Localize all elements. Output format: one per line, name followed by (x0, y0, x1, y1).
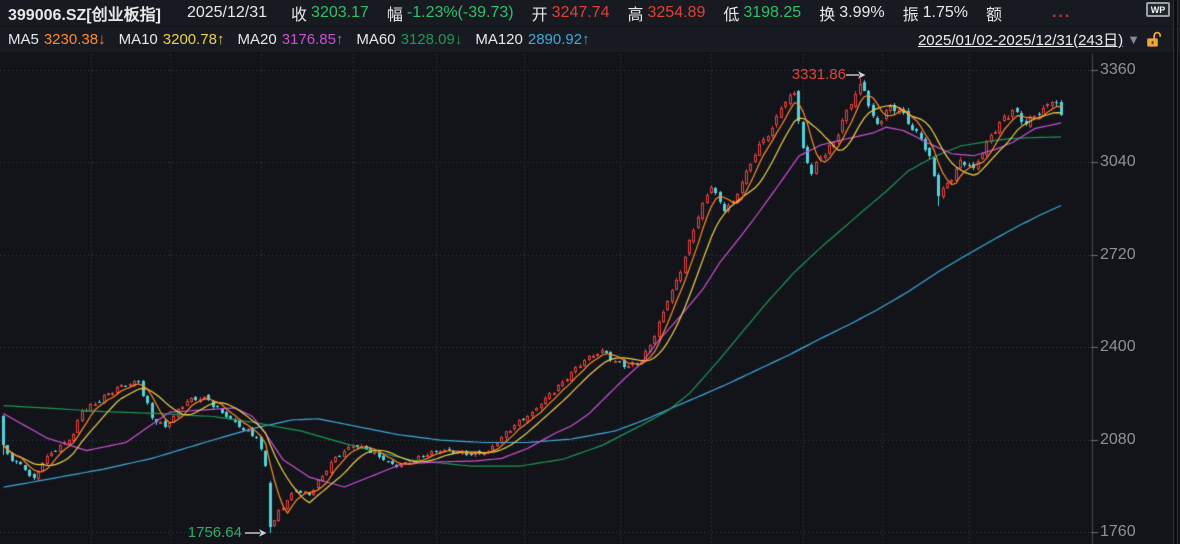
period-low-annotation: 1756.64 (187, 524, 242, 541)
ma10-trend-arrow-icon: ↑ (217, 31, 225, 48)
stat-close: 收 3203.17 (291, 4, 369, 24)
amount-loading-dots: ... (1052, 4, 1072, 21)
ma5-trend-arrow-icon: ↓ (98, 31, 106, 48)
candlestick-chart[interactable] (0, 54, 1180, 544)
scrollbar[interactable] (1173, 0, 1178, 544)
wp-monitor-icon[interactable]: WP (1146, 2, 1172, 24)
symbol-title: 399006.SZ[创业板指] (8, 7, 161, 24)
date-range-selector[interactable]: 2025/01/02-2025/12/31(243日) (917, 32, 1124, 49)
ma5-legend: MA5 3230.38↓ (8, 31, 106, 48)
wp-icon-label: WP (1146, 2, 1170, 17)
high-annotation-arrow-icon (846, 71, 866, 79)
ma120-trend-arrow-icon: ↑ (582, 31, 590, 48)
y-axis-tick-label: 3360 (1100, 61, 1136, 78)
ma60-legend: MA60 3128.09↓ (356, 31, 463, 48)
y-axis-tick-label: 2720 (1100, 246, 1136, 263)
ma20-trend-arrow-icon: ↑ (335, 31, 344, 48)
ma120-legend: MA120 2890.92↑ (475, 31, 590, 48)
y-axis-tick-label: 1760 (1100, 523, 1136, 540)
y-axis-tick-label: 2080 (1100, 431, 1136, 448)
stat-turnover: 换 3.99% (819, 4, 885, 24)
y-axis-tick-label: 3040 (1100, 153, 1136, 170)
chart-area: 3360 3040 2720 2400 2080 1760 3331.86 17… (0, 54, 1180, 544)
ma20-legend: MA20 3176.85↑ (237, 31, 344, 48)
stat-high: 高 3254.89 (627, 4, 706, 24)
lock-open-icon[interactable] (1146, 31, 1162, 48)
y-axis-tick-label: 2400 (1100, 338, 1136, 355)
stat-amplitude: 振 1.75% (902, 4, 968, 24)
ma60-trend-arrow-icon: ↓ (454, 31, 463, 48)
stat-low: 低 3198.25 (723, 4, 802, 24)
stat-change: 幅 -1.23%(-39.73) (386, 4, 514, 24)
stat-amount: 额 ... (985, 4, 1072, 24)
stat-open: 开 3247.74 (531, 4, 610, 24)
ma-legend-bar: MA5 3230.38↓ MA10 3200.78↑ MA20 3176.85↑… (0, 27, 1180, 53)
chevron-down-icon[interactable]: ▼ (1127, 32, 1140, 47)
quote-header: 399006.SZ[创业板指] 2025/12/31 收 3203.17 幅 -… (0, 0, 1180, 27)
period-high-annotation: 3331.86 (791, 66, 846, 83)
low-annotation-arrow-icon (245, 529, 267, 537)
ma10-legend: MA10 3200.78↑ (118, 31, 225, 48)
quote-date: 2025/12/31 (186, 4, 268, 21)
